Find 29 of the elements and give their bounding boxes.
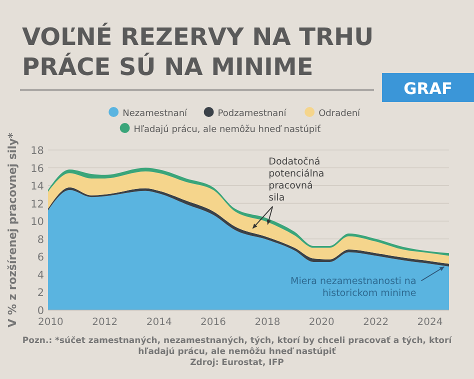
legend-label: Odradení xyxy=(318,108,361,119)
x-tick-label: 2016 xyxy=(200,317,226,328)
x-tick-label: 2020 xyxy=(308,317,334,328)
y-tick-label: 18 xyxy=(30,145,44,157)
legend-label: Hľadajú prácu, ale nemôžu hneď nastúpiť xyxy=(134,124,322,135)
annotation: Miera nezamestnanosti na historickom minime xyxy=(290,276,416,299)
y-axis-title: V % z rozšírenej pracovnej sily* xyxy=(6,132,19,328)
x-tick-label: 2014 xyxy=(146,317,172,328)
chart-title: VOĽNÉ REZERVY NA TRHU PRÁCE SÚ NA MINIME xyxy=(22,22,374,81)
y-tick-label: 2 xyxy=(37,287,44,300)
text: Zdroj: Eurostat, IFP xyxy=(190,358,284,368)
y-tick-label: 14 xyxy=(30,180,44,193)
y-tick-label: 16 xyxy=(30,162,44,175)
y-tick-label: 10 xyxy=(30,216,44,228)
annotation: Dodatočná potenciálna pracovná sila xyxy=(268,156,324,204)
y-tick-label: 8 xyxy=(37,234,44,246)
x-tick-label: 2024 xyxy=(417,317,443,328)
legend-label: Nezamestnaní xyxy=(122,108,188,119)
y-tick-label: 4 xyxy=(37,269,44,282)
chart-subtitle: GRAF xyxy=(404,79,452,98)
x-tick-label: 2022 xyxy=(363,317,389,328)
y-tick-label: 6 xyxy=(37,252,44,264)
y-tick-label: 0 xyxy=(37,305,44,317)
x-tick-label: 2012 xyxy=(92,317,118,328)
x-tick-label: 2010 xyxy=(38,317,64,328)
text: Pozn.: *súčet zamestnaných, nezamestnaných, tých, ktorí by chceli pracovať a tých, ktorí hľadajú prácu, ale nemôžu hneď nastúpiť xyxy=(22,336,453,357)
y-tick-label: 12 xyxy=(30,198,44,210)
legend-label: Podzamestnaní xyxy=(218,108,287,119)
x-tick-label: 2018 xyxy=(254,317,280,328)
